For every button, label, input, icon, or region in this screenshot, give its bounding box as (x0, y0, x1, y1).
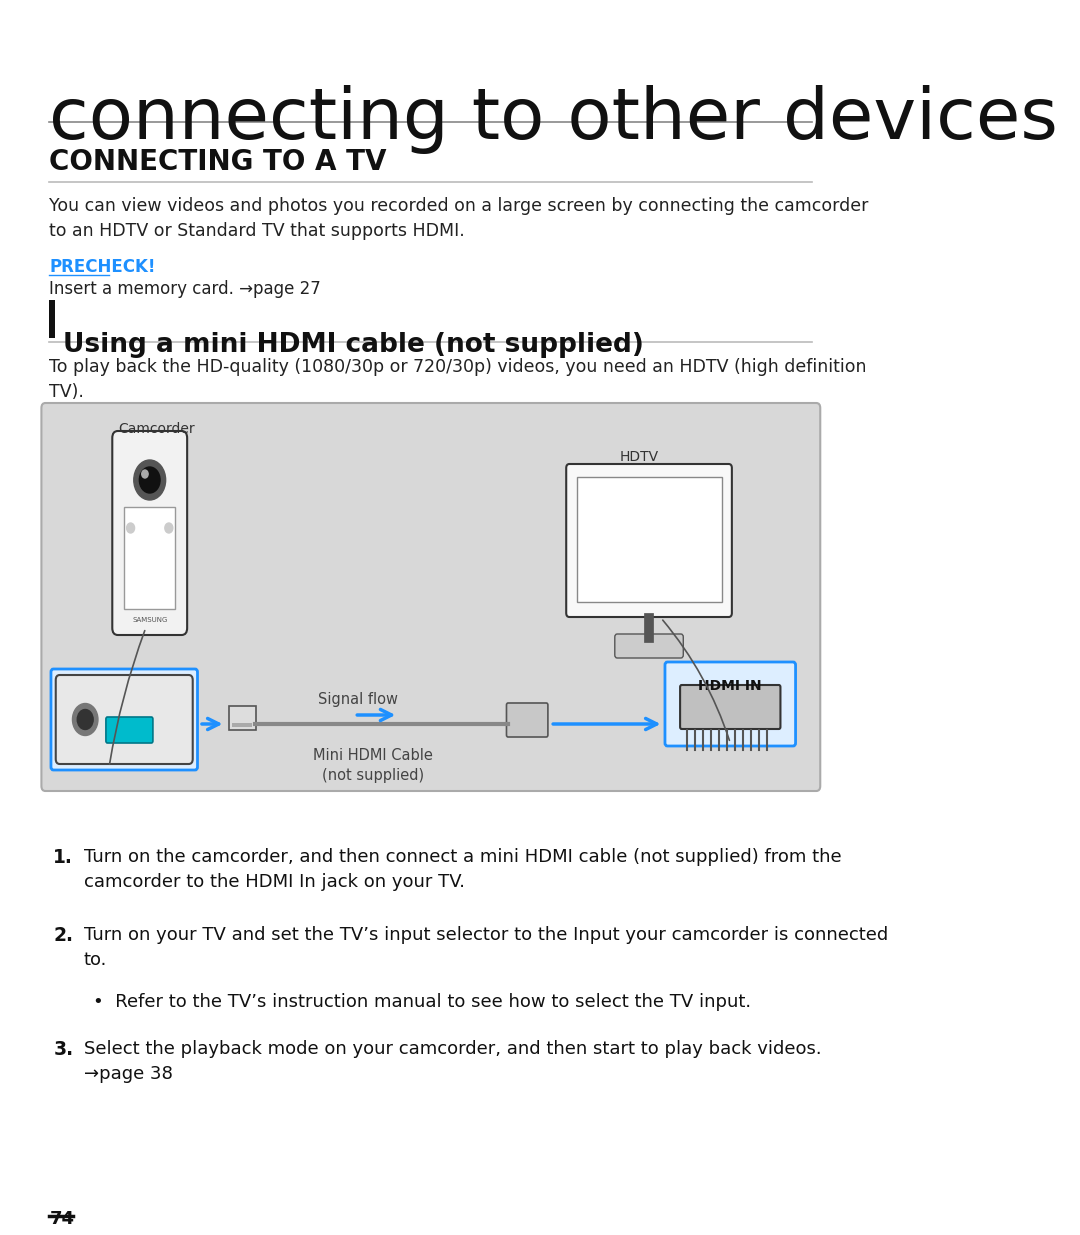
Text: Insert a memory card. →page 27: Insert a memory card. →page 27 (50, 280, 321, 298)
Text: •  Refer to the TV’s instruction manual to see how to select the TV input.: • Refer to the TV’s instruction manual t… (93, 993, 752, 1011)
Text: HDTV: HDTV (620, 450, 659, 464)
Text: Select the playback mode on your camcorder, and then start to play back videos.
: Select the playback mode on your camcord… (83, 1040, 821, 1083)
FancyBboxPatch shape (112, 431, 187, 635)
Circle shape (134, 459, 165, 500)
Text: Camcorder: Camcorder (118, 422, 194, 436)
Circle shape (139, 467, 160, 493)
Text: CONNECTING TO A TV: CONNECTING TO A TV (50, 148, 387, 177)
Text: Turn on your TV and set the TV’s input selector to the Input your camcorder is c: Turn on your TV and set the TV’s input s… (83, 926, 888, 969)
Text: connecting to other devices: connecting to other devices (50, 85, 1058, 154)
FancyBboxPatch shape (41, 403, 820, 790)
FancyBboxPatch shape (615, 634, 684, 658)
FancyBboxPatch shape (507, 703, 548, 737)
Text: To play back the HD-quality (1080/30p or 720/30p) videos, you need an HDTV (high: To play back the HD-quality (1080/30p or… (50, 358, 867, 401)
Circle shape (141, 471, 148, 478)
FancyBboxPatch shape (51, 669, 198, 769)
Circle shape (126, 522, 135, 534)
FancyBboxPatch shape (124, 508, 175, 609)
Text: 2.: 2. (53, 926, 73, 945)
Circle shape (165, 522, 173, 534)
FancyBboxPatch shape (106, 718, 153, 743)
FancyBboxPatch shape (229, 706, 256, 730)
Text: Using a mini HDMI cable (not supplied): Using a mini HDMI cable (not supplied) (63, 332, 644, 358)
Text: You can view videos and photos you recorded on a large screen by connecting the : You can view videos and photos you recor… (50, 198, 868, 240)
FancyBboxPatch shape (665, 662, 796, 746)
Circle shape (78, 709, 93, 730)
FancyBboxPatch shape (577, 477, 721, 601)
Text: Mini HDMI Cable
(not supplied): Mini HDMI Cable (not supplied) (313, 748, 433, 783)
Text: PRECHECK!: PRECHECK! (50, 258, 156, 275)
Text: Signal flow: Signal flow (319, 692, 399, 706)
Text: SAMSUNG: SAMSUNG (132, 618, 167, 622)
Text: Turn on the camcorder, and then connect a mini HDMI cable (not supplied) from th: Turn on the camcorder, and then connect … (83, 848, 841, 890)
Text: 74: 74 (50, 1210, 75, 1228)
FancyBboxPatch shape (680, 685, 781, 729)
FancyBboxPatch shape (56, 676, 192, 764)
FancyBboxPatch shape (566, 464, 732, 618)
Circle shape (72, 704, 98, 736)
Text: HDMI IN: HDMI IN (699, 679, 762, 693)
FancyBboxPatch shape (50, 300, 55, 338)
Text: 3.: 3. (53, 1040, 73, 1058)
Text: 1.: 1. (53, 848, 73, 867)
Bar (232, 722, 253, 727)
